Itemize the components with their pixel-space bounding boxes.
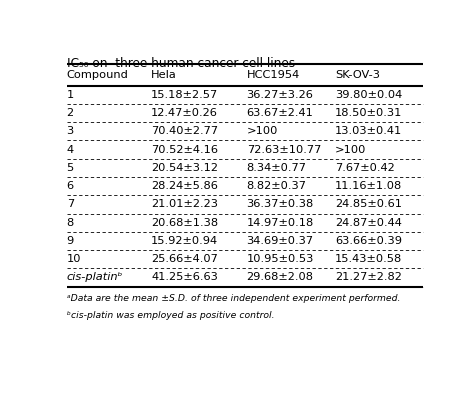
Text: cis-platinᵇ: cis-platinᵇ (66, 272, 123, 283)
Text: 8.82±0.37: 8.82±0.37 (246, 181, 307, 191)
Text: 1: 1 (66, 90, 74, 100)
Text: 9: 9 (66, 236, 74, 246)
Text: 10: 10 (66, 254, 81, 264)
Text: ᵇcis-platin was employed as positive control.: ᵇcis-platin was employed as positive con… (66, 311, 274, 320)
Text: 20.54±3.12: 20.54±3.12 (151, 163, 218, 173)
Text: >100: >100 (335, 144, 366, 155)
Text: 14.97±0.18: 14.97±0.18 (246, 218, 314, 228)
Text: 18.50±0.31: 18.50±0.31 (335, 108, 402, 118)
Text: 10.95±0.53: 10.95±0.53 (246, 254, 314, 264)
Text: 15.43±0.58: 15.43±0.58 (335, 254, 402, 264)
Text: 8: 8 (66, 218, 74, 228)
Text: HCC1954: HCC1954 (246, 70, 300, 80)
Text: 25.66±4.07: 25.66±4.07 (151, 254, 218, 264)
Text: 70.52±4.16: 70.52±4.16 (151, 144, 218, 155)
Text: 21.01±2.23: 21.01±2.23 (151, 199, 218, 209)
Text: 63.67±2.41: 63.67±2.41 (246, 108, 313, 118)
Text: ᵃData are the mean ±S.D. of three independent experiment performed.: ᵃData are the mean ±S.D. of three indepe… (66, 294, 400, 303)
Text: 70.40±2.77: 70.40±2.77 (151, 126, 218, 136)
Text: 3: 3 (66, 126, 74, 136)
Text: 36.27±3.26: 36.27±3.26 (246, 90, 313, 100)
Text: 72.63±10.77: 72.63±10.77 (246, 144, 321, 155)
Text: 34.69±0.37: 34.69±0.37 (246, 236, 314, 246)
Text: 63.66±0.39: 63.66±0.39 (335, 236, 402, 246)
Text: 24.85±0.61: 24.85±0.61 (335, 199, 402, 209)
Text: >100: >100 (246, 126, 278, 136)
Text: 5: 5 (66, 163, 74, 173)
Text: 29.68±2.08: 29.68±2.08 (246, 272, 314, 283)
Text: 8.34±0.77: 8.34±0.77 (246, 163, 307, 173)
Text: 2: 2 (66, 108, 74, 118)
Text: 7: 7 (66, 199, 74, 209)
Text: Compound: Compound (66, 70, 128, 80)
Text: 4: 4 (66, 144, 74, 155)
Text: 15.18±2.57: 15.18±2.57 (151, 90, 219, 100)
Text: 28.24±5.86: 28.24±5.86 (151, 181, 218, 191)
Text: 36.37±0.38: 36.37±0.38 (246, 199, 314, 209)
Text: SK-OV-3: SK-OV-3 (335, 70, 380, 80)
Text: 41.25±6.63: 41.25±6.63 (151, 272, 218, 283)
Text: 6: 6 (66, 181, 74, 191)
Text: 20.68±1.38: 20.68±1.38 (151, 218, 218, 228)
Text: Hela: Hela (151, 70, 177, 80)
Text: 21.27±2.82: 21.27±2.82 (335, 272, 401, 283)
Text: 11.16±1.08: 11.16±1.08 (335, 181, 402, 191)
Text: 12.47±0.26: 12.47±0.26 (151, 108, 218, 118)
Text: 39.80±0.04: 39.80±0.04 (335, 90, 402, 100)
Text: 24.87±0.44: 24.87±0.44 (335, 218, 401, 228)
Text: IC₅₀ on  three human cancer cell lines: IC₅₀ on three human cancer cell lines (66, 57, 295, 70)
Text: 15.92±0.94: 15.92±0.94 (151, 236, 218, 246)
Text: 7.67±0.42: 7.67±0.42 (335, 163, 394, 173)
Text: 13.03±0.41: 13.03±0.41 (335, 126, 402, 136)
